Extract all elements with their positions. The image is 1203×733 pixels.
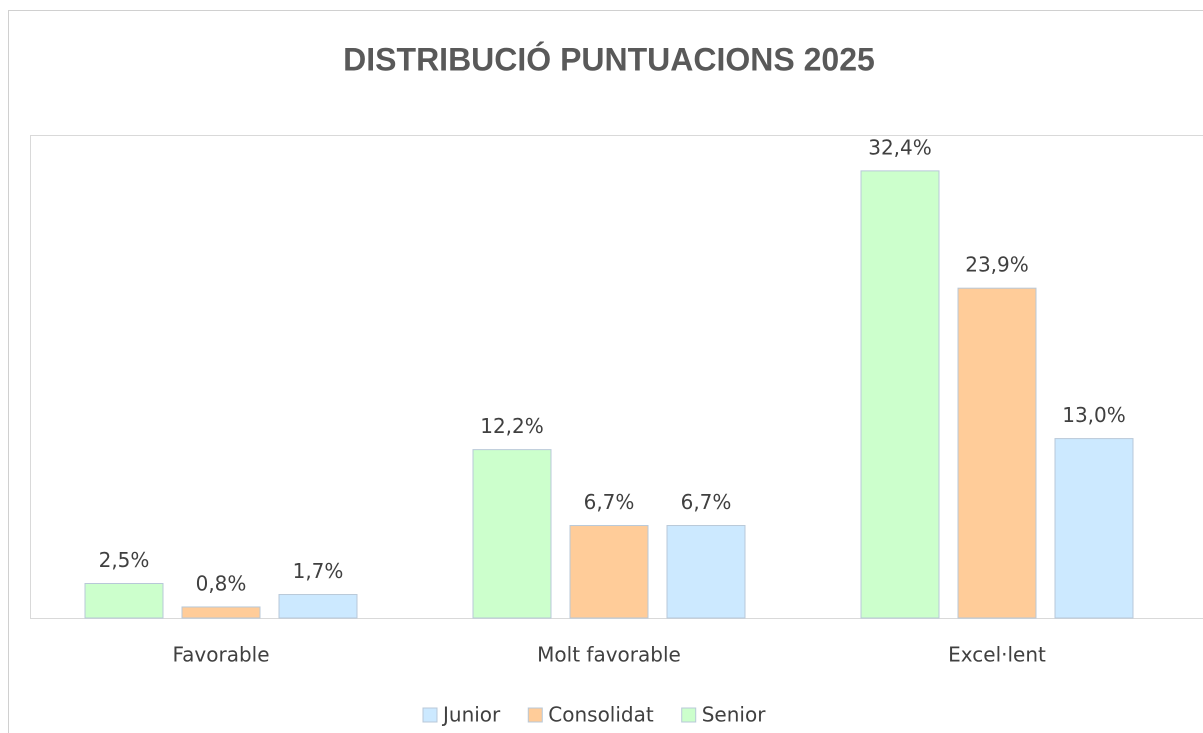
bar <box>472 449 552 619</box>
legend-label: Junior <box>441 703 501 727</box>
data-label: 23,9% <box>965 253 1029 277</box>
legend-label: Senior <box>702 703 766 727</box>
legend-swatch <box>527 707 543 723</box>
x-tick-label: Excel·lent <box>948 643 1046 667</box>
bar <box>1054 438 1134 619</box>
data-label: 2,5% <box>99 548 150 572</box>
legend-swatch <box>422 707 438 723</box>
chart-title: DISTRIBUCIÓ PUNTUACIONS 2025 <box>343 41 875 77</box>
data-label: 6,7% <box>681 490 732 514</box>
x-tick-label: Molt favorable <box>537 643 681 667</box>
bar <box>84 583 164 619</box>
data-label: 13,0% <box>1062 403 1126 427</box>
bar <box>860 170 940 619</box>
bar <box>666 525 746 619</box>
legend-swatch <box>681 707 697 723</box>
bar <box>957 287 1037 619</box>
data-label: 6,7% <box>584 490 635 514</box>
bar <box>569 525 649 619</box>
x-tick-label: Favorable <box>172 643 269 667</box>
data-label: 1,7% <box>293 559 344 583</box>
data-label: 0,8% <box>196 571 247 595</box>
data-label: 32,4% <box>868 135 932 159</box>
bar <box>181 606 261 619</box>
bar <box>278 594 358 619</box>
data-label: 12,2% <box>480 414 544 438</box>
legend-label: Consolidat <box>548 703 654 727</box>
